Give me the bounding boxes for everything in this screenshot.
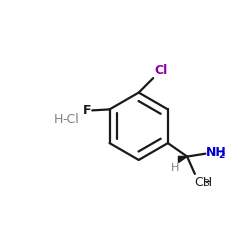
Text: 2: 2 [218,151,224,160]
Text: Cl: Cl [154,64,167,76]
Text: NH: NH [206,146,227,159]
Text: H: H [171,163,179,173]
Text: H: H [53,113,63,126]
Text: CH: CH [194,176,212,189]
Text: 3: 3 [203,179,209,188]
Text: F: F [83,104,91,117]
Polygon shape [178,156,187,162]
Text: -Cl: -Cl [63,113,80,126]
